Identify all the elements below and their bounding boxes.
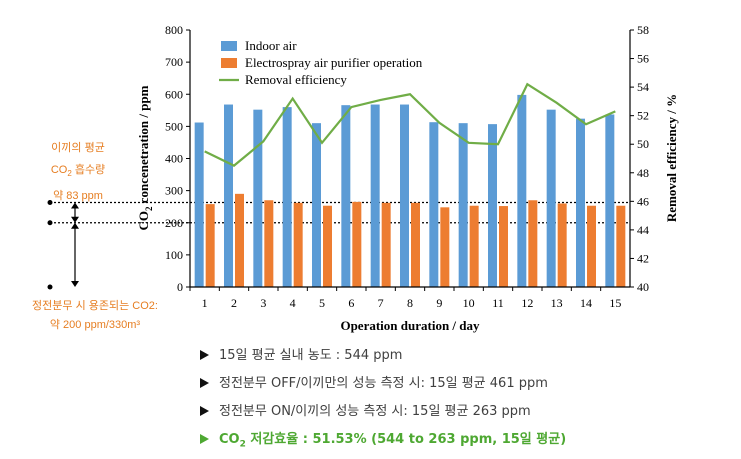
bar-electrospray: [469, 205, 479, 287]
y2-tick-label: 50: [637, 137, 649, 151]
bar-indoor: [400, 104, 409, 287]
efficiency-line: [204, 82, 616, 167]
x-tick-label: 10: [463, 296, 475, 310]
x-tick-label: 3: [260, 296, 266, 310]
x-tick-label: 11: [492, 296, 504, 310]
triangle-bullet-icon: [200, 434, 209, 444]
bar-indoor: [312, 123, 321, 287]
legend-label: Indoor air: [245, 38, 297, 53]
y2-tick-label: 46: [637, 194, 649, 208]
bar-electrospray: [381, 202, 391, 287]
x-tick-label: 8: [407, 296, 413, 310]
bar-indoor: [282, 107, 292, 287]
bar-electrospray: [440, 207, 450, 287]
bar-indoor: [546, 109, 556, 287]
bar-electrospray: [293, 202, 303, 287]
bar-electrospray: [557, 203, 567, 287]
bar-electrospray: [411, 202, 420, 287]
bar-electrospray: [499, 206, 508, 287]
bar-electrospray: [235, 193, 244, 287]
dissolved-co2-line1: 정전분무 시 용존되는 CO2:: [32, 300, 158, 312]
summary-item-moss-only: 정전분무 OFF/이끼만의 성능 측정 시: 15일 평균 461 ppm: [200, 370, 566, 398]
legend-label: Electrospray air purifier operation: [245, 55, 423, 70]
x-tick-label: 4: [290, 296, 296, 310]
reference-marker: [47, 200, 53, 206]
bar-indoor: [517, 94, 527, 287]
y-tick-label: 600: [165, 87, 183, 101]
y2-tick-label: 56: [637, 52, 649, 66]
bar-electrospray: [352, 201, 362, 287]
bar-indoor: [458, 123, 468, 287]
x-tick-label: 7: [378, 296, 384, 310]
bar-indoor: [224, 104, 233, 287]
y-tick-label: 500: [165, 119, 183, 133]
x-tick-label: 14: [580, 296, 592, 310]
y-tick-label: 0: [177, 280, 183, 294]
y2-tick-label: 58: [637, 23, 649, 37]
x-tick-label: 15: [609, 296, 621, 310]
bar-electrospray: [616, 205, 626, 287]
y2-tick-label: 42: [637, 251, 649, 265]
summary-item-efficiency: CO2 저감효율 : 51.53% (544 to 263 ppm, 15일 평…: [200, 426, 566, 454]
bar-indoor: [370, 104, 380, 287]
bar-indoor: [605, 114, 615, 288]
y-tick-label: 200: [165, 216, 183, 230]
y-tick-label: 800: [165, 23, 183, 37]
reference-marker: [47, 220, 53, 226]
moss-absorption-line1: 이끼의 평균: [51, 142, 105, 154]
reference-marker: [47, 284, 53, 290]
dissolved-co2-line2: 약 200 ppm/330m³: [49, 319, 141, 331]
x-tick-label: 9: [436, 296, 442, 310]
bar-indoor: [576, 118, 585, 287]
x-tick-label: 1: [202, 296, 208, 310]
bar-electrospray: [323, 205, 332, 287]
y2-tick-label: 54: [637, 80, 649, 94]
bar-electrospray: [264, 200, 274, 287]
y2-tick-label: 52: [637, 109, 649, 123]
moss-absorption-annotation: 이끼의 평균 CO2 흡수량 약 83 ppm: [30, 137, 126, 207]
x-tick-label: 6: [348, 296, 354, 310]
plot-area: 0100200300400500600700800404244464850525…: [47, 23, 649, 310]
moss-absorption-line3: 약 83 ppm: [53, 190, 103, 203]
dissolved-co2-annotation: 정전분무 시 용존되는 CO2: 약 200 ppm/330m³: [8, 297, 182, 335]
bar-indoor: [341, 105, 351, 287]
bar-indoor: [488, 124, 497, 287]
x-tick-label: 13: [551, 296, 563, 310]
y-tick-label: 100: [165, 248, 183, 262]
y-tick-label: 400: [165, 152, 183, 166]
legend-swatch: [221, 58, 237, 68]
legend-label: Removal efficiency: [245, 72, 347, 87]
moss-absorption-arrow-head: [71, 202, 79, 209]
summary-item-indoor: 15일 평균 실내 농도 : 544 ppm: [200, 342, 566, 370]
y2-axis-label: Removal efficiency / %: [664, 94, 679, 222]
x-tick-label: 12: [521, 296, 533, 310]
legend-swatch: [221, 41, 237, 51]
y-tick-label: 300: [165, 184, 183, 198]
bar-indoor: [194, 122, 204, 288]
y-tick-label: 700: [165, 55, 183, 69]
y2-tick-label: 44: [637, 223, 649, 237]
moss-absorption-arrow-head: [71, 216, 79, 223]
triangle-bullet-icon: [200, 378, 209, 388]
y2-tick-label: 48: [637, 166, 649, 180]
dissolved-co2-arrow-head: [71, 281, 79, 287]
bar-electrospray: [528, 200, 538, 287]
bar-electrospray: [205, 204, 215, 287]
dissolved-co2-arrow-head: [71, 222, 79, 229]
summary-list: 15일 평균 실내 농도 : 544 ppm 정전분무 OFF/이끼만의 성능 …: [200, 342, 566, 454]
x-tick-label: 2: [231, 296, 237, 310]
moss-absorption-line2: CO2 흡수량: [50, 164, 106, 179]
bar-indoor: [429, 122, 439, 287]
chart: 0100200300400500600700800404244464850525…: [47, 23, 679, 333]
x-tick-label: 5: [319, 296, 325, 310]
summary-item-electrospray: 정전분무 ON/이끼의 성능 측정 시: 15일 평균 263 ppm: [200, 398, 566, 426]
triangle-bullet-icon: [200, 350, 209, 360]
y-axis-label: CO2 concenetration / ppm: [136, 85, 154, 230]
legend: Indoor air Electrospray air purifier oper…: [219, 38, 423, 87]
x-axis-label: Operation duration / day: [340, 318, 480, 333]
bar-electrospray: [587, 205, 596, 287]
y2-tick-label: 40: [637, 280, 649, 294]
triangle-bullet-icon: [200, 406, 209, 416]
bar-indoor: [253, 109, 263, 287]
